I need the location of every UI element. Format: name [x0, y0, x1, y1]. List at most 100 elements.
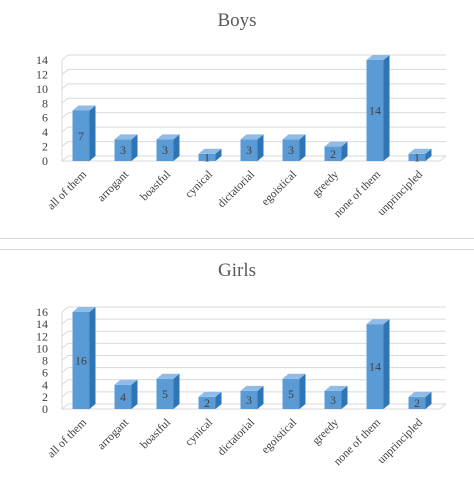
gridline-depth — [61, 391, 69, 398]
bar — [408, 153, 426, 161]
x-tick-label: greedy — [311, 416, 342, 447]
bar-top — [156, 134, 180, 140]
bar — [72, 312, 90, 409]
bar-side — [257, 385, 264, 409]
gridline-depth — [61, 330, 69, 337]
y-tick-label: 0 — [42, 402, 48, 416]
bar-top — [114, 134, 138, 140]
gridline-depth — [61, 69, 69, 75]
data-label: 7 — [78, 129, 84, 143]
bar — [282, 378, 300, 409]
x-tick-label: dictatorial — [216, 169, 257, 210]
girls-chart-panel: Girls 0 2 4 6 8 10 12 14 16 16 all of them 4 arrogan… — [0, 250, 474, 482]
bar — [72, 110, 90, 161]
data-label: 3 — [288, 143, 294, 157]
bar — [240, 139, 258, 161]
bar-top — [324, 385, 348, 391]
bar-top — [366, 319, 390, 325]
y-tick-label: 4 — [42, 378, 48, 392]
bar — [198, 153, 216, 161]
bar-side — [89, 105, 96, 161]
y-tick-label: 12 — [36, 329, 48, 343]
x-tick-label: egoistical — [259, 169, 299, 209]
bar-side — [299, 373, 306, 409]
gridline-depth — [61, 342, 69, 349]
bar — [198, 396, 216, 409]
chart-title: Girls — [218, 260, 256, 281]
gridline-depth — [61, 141, 69, 147]
x-tick-label: cynical — [183, 169, 215, 201]
bar-side — [215, 391, 222, 409]
bar-side — [257, 134, 264, 161]
bar-side — [341, 385, 348, 409]
data-label: 5 — [288, 387, 294, 401]
bar-top — [324, 141, 348, 147]
data-label: 14 — [369, 104, 381, 118]
bar-top — [282, 134, 306, 140]
y-tick-label: 0 — [42, 154, 48, 168]
x-tick-label: unprincipled — [376, 416, 426, 466]
bar — [156, 139, 174, 161]
y-tick-label: 10 — [36, 82, 48, 96]
bar-side — [299, 134, 306, 161]
bar-top — [408, 391, 432, 397]
bar — [114, 139, 132, 161]
boys-chart-panel: Boys 0 2 4 6 8 10 12 14 7 all of them 3 arrogant 3 bo… — [0, 0, 474, 238]
gridline-depth — [61, 367, 69, 374]
bar-top — [408, 148, 432, 154]
y-tick-label: 16 — [36, 305, 48, 319]
x-tick-label: dictatorial — [216, 417, 257, 458]
y-tick-label: 4 — [42, 125, 48, 139]
y-tick-label: 6 — [42, 366, 48, 380]
chart-divider — [0, 238, 474, 250]
gridline-depth — [61, 97, 69, 104]
bar-side — [89, 307, 96, 409]
data-label: 1 — [414, 150, 420, 164]
bar — [408, 396, 426, 409]
bar — [366, 324, 384, 409]
gridline-depth — [61, 355, 69, 361]
bar-top — [72, 307, 96, 312]
gridline-depth — [61, 54, 69, 61]
data-label: 3 — [246, 393, 252, 407]
data-label: 4 — [120, 390, 126, 404]
x-tick-label: arrogant — [96, 416, 132, 452]
bar — [324, 390, 342, 409]
bar-side — [383, 55, 390, 161]
bar-side — [215, 148, 222, 161]
bar-side — [173, 373, 180, 409]
data-label: 2 — [414, 396, 420, 410]
y-tick-label: 8 — [42, 354, 48, 368]
x-tick-label: greedy — [311, 168, 342, 199]
gridline-depth — [61, 112, 69, 119]
bar-top — [198, 148, 222, 154]
bar — [366, 60, 384, 161]
data-label: 3 — [246, 143, 252, 157]
x-tick-label: boastful — [138, 169, 173, 204]
bar — [324, 146, 342, 161]
y-tick-label: 14 — [36, 53, 48, 67]
bar-top — [240, 134, 264, 140]
bar-top — [240, 385, 264, 391]
data-label: 5 — [162, 387, 168, 401]
y-tick-label: 2 — [42, 390, 48, 404]
x-tick-label: unprincipled — [376, 168, 426, 218]
bar-top — [198, 391, 222, 397]
bar-side — [131, 134, 138, 161]
bar-side — [173, 134, 180, 161]
x-tick-label: all of them — [45, 169, 89, 213]
y-tick-label: 8 — [42, 96, 48, 110]
bar-top — [282, 373, 306, 379]
gridline-depth — [61, 306, 69, 313]
gridline-depth — [61, 83, 69, 90]
y-tick-label: 6 — [42, 111, 48, 125]
bar — [156, 378, 174, 409]
x-tick-label: arrogant — [96, 168, 132, 204]
data-label: 3 — [330, 393, 336, 407]
bar-side — [131, 379, 138, 409]
x-tick-label: all of them — [45, 417, 89, 461]
bar-top — [366, 55, 390, 60]
y-tick-label: 12 — [36, 67, 48, 81]
x-tick-label: boastful — [138, 417, 173, 452]
